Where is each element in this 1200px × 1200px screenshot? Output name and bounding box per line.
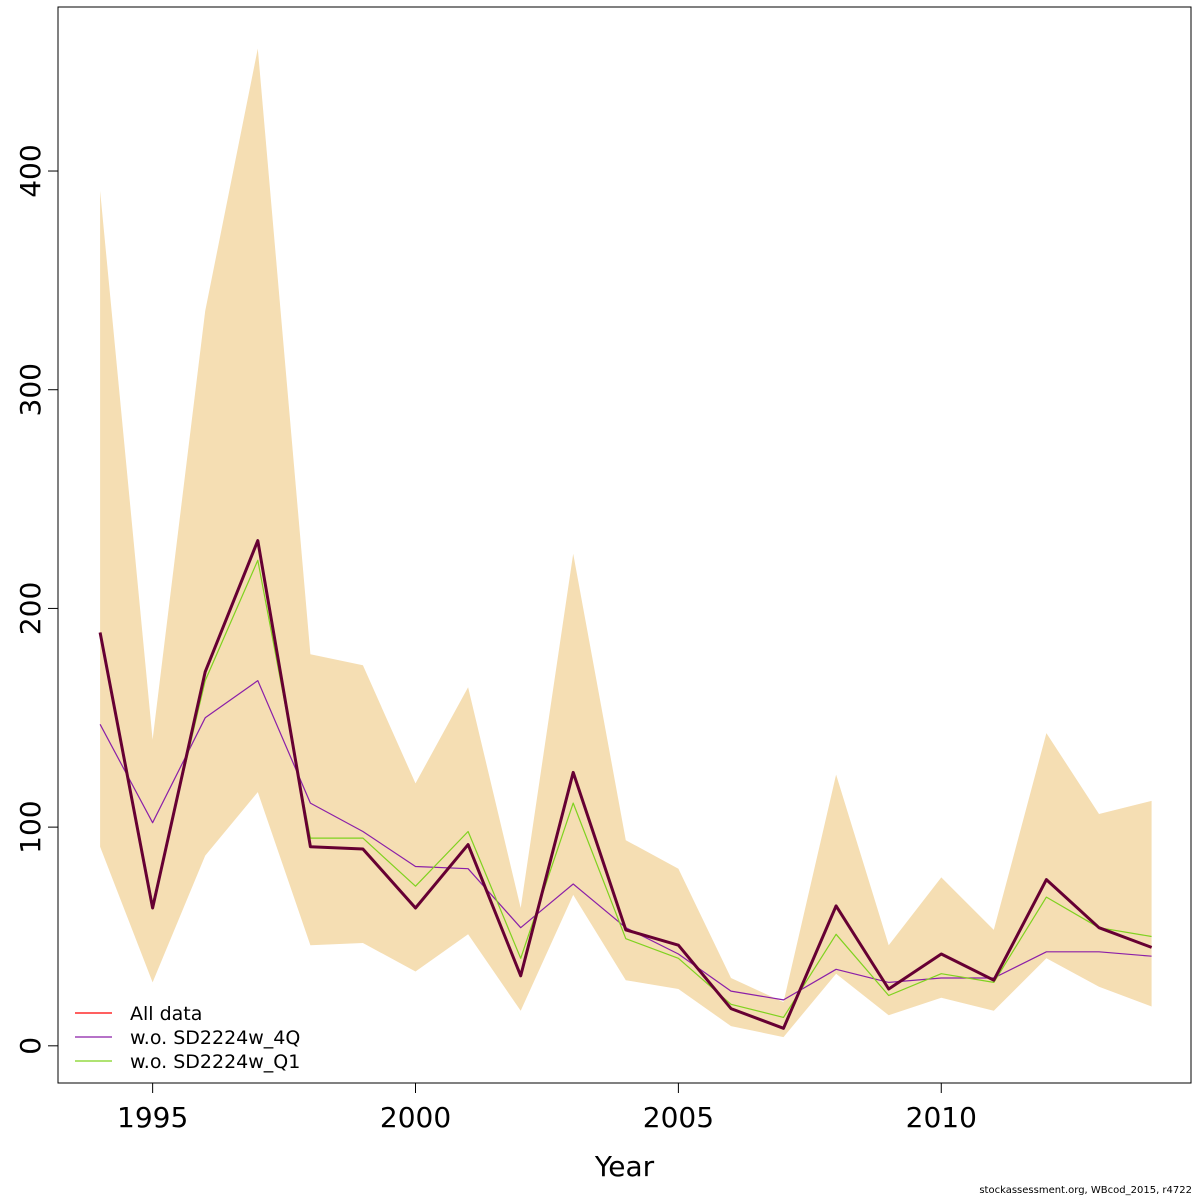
x-tick-label: 2005 — [643, 1101, 714, 1134]
legend-label: w.o. SD2224w_4Q — [130, 1027, 300, 1049]
y-tick-label: 100 — [14, 800, 47, 853]
y-tick-label: 200 — [14, 582, 47, 635]
series-lines-layer — [98, 539, 1153, 1030]
y-tick-label: 400 — [14, 144, 47, 197]
y-tick-label: 300 — [14, 363, 47, 416]
x-axis-title: Year — [594, 1150, 655, 1183]
confidence-band — [100, 48, 1152, 1038]
y-tick-label: 0 — [14, 1037, 47, 1055]
series-line-base-estimate — [98, 539, 1153, 1030]
x-tick-label: 1995 — [117, 1101, 188, 1134]
legend-item-all-data: All data — [75, 1003, 202, 1025]
legend-item-wo-sd2224w-4q: w.o. SD2224w_4Q — [75, 1027, 300, 1049]
axes-layer: 1995 2000 2005 2010 0 100 200 300 400 — [14, 144, 977, 1134]
legend-label: All data — [130, 1003, 202, 1025]
confidence-band-layer — [100, 48, 1152, 1038]
legend-label: w.o. SD2224w_Q1 — [130, 1051, 300, 1073]
x-tick-label: 2010 — [906, 1101, 977, 1134]
x-tick-label: 2000 — [380, 1101, 451, 1134]
footer-credit: stockassessment.org, WBcod_2015, r4722 — [979, 1185, 1192, 1196]
legend-item-wo-sd2224w-q1: w.o. SD2224w_Q1 — [75, 1051, 300, 1073]
series-line-wo-sd2224w-q1 — [99, 559, 1152, 1019]
